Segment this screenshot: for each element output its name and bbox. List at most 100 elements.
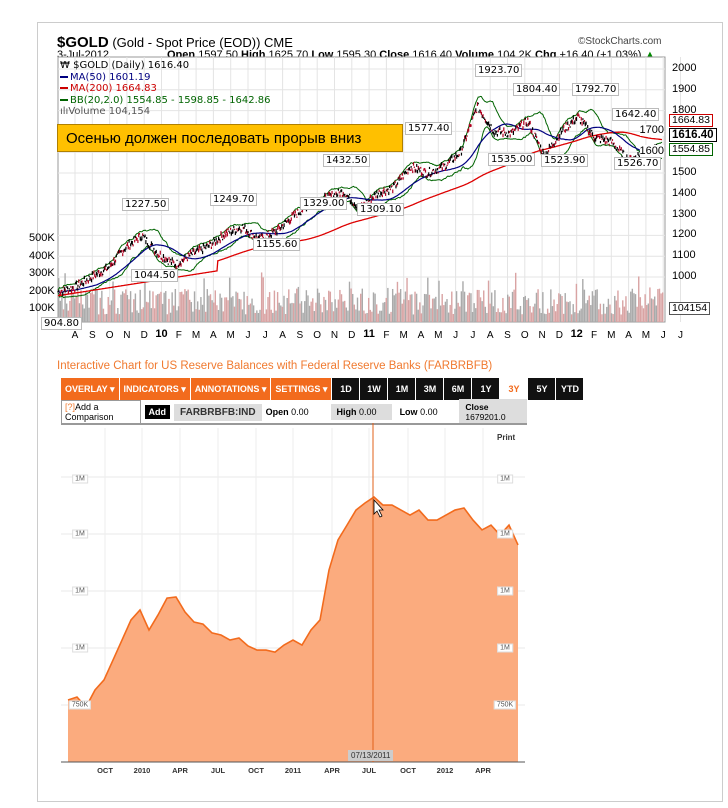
volume-bar [94, 288, 97, 322]
y-tick-label-left: 1M [72, 474, 88, 484]
volume-bar [655, 305, 658, 322]
volume-bar [530, 312, 533, 322]
volume-bar [264, 313, 266, 322]
low-label: Low [399, 407, 418, 417]
volume-bar [649, 287, 651, 322]
range-1y[interactable]: 1Y [472, 378, 500, 400]
help-link[interactable]: [?] [65, 402, 76, 412]
range-6m[interactable]: 6M [444, 378, 472, 400]
volume-bar [345, 307, 348, 322]
volume-bar [182, 294, 185, 322]
volume-bar [593, 295, 595, 322]
volume-bar [431, 298, 434, 322]
volume-bar [550, 289, 552, 322]
volume-bar [145, 301, 148, 322]
indicators-menu[interactable]: INDICATORS ▾ [119, 378, 190, 400]
month-label: O [313, 330, 322, 341]
volume-bar [58, 278, 60, 322]
volume-bar [433, 298, 435, 322]
volume-bar [561, 295, 563, 322]
volume-bar [241, 309, 244, 322]
range-3m[interactable]: 3M [416, 378, 444, 400]
volume-bar [634, 294, 637, 322]
volume-bar [153, 308, 156, 322]
volume-bar [521, 314, 523, 322]
volume-bar [499, 312, 501, 322]
range-1m[interactable]: 1M [388, 378, 416, 400]
price-tick-label: 1700 [639, 124, 664, 137]
settings-menu[interactable]: SETTINGS ▾ [271, 378, 332, 400]
price-tick-label: 1400 [672, 186, 697, 199]
volume-bar [142, 307, 145, 322]
annotations-menu[interactable]: ANNOTATIONS ▾ [190, 378, 271, 400]
volume-bar [252, 305, 255, 322]
volume-bar [305, 290, 308, 322]
add-button[interactable]: Add [144, 405, 171, 419]
volume-bar [495, 311, 498, 322]
month-label: S [504, 330, 511, 341]
volume-tick-label: 200K [29, 284, 55, 297]
line-swatch-icon [60, 98, 68, 101]
range-ytd[interactable]: YTD [556, 378, 584, 400]
volume-bar [455, 291, 458, 322]
x-tick-label: 2010 [133, 766, 151, 775]
volume-bar [344, 300, 346, 322]
volume-bar [228, 277, 231, 322]
volume-bar [133, 299, 135, 322]
volume-bar [205, 311, 207, 322]
callout: 1923.70 [475, 64, 523, 77]
legend-bb-label: BB(20,2.0) 1554.85 - 1598.85 - 1642.86 [70, 94, 271, 106]
volume-bar [511, 291, 514, 322]
volume-bar [574, 312, 576, 322]
price-tick-label: 1500 [672, 166, 697, 178]
volume-bar [460, 291, 463, 322]
volume-bar [248, 304, 250, 322]
month-label: M [191, 330, 201, 341]
volume-bar [86, 294, 89, 322]
volume-bar [281, 306, 284, 322]
volume-bar [123, 293, 125, 322]
print-button[interactable]: Print [497, 433, 516, 442]
volume-bar [81, 304, 84, 322]
volume-bar [366, 312, 368, 322]
chart-toolbar: OVERLAY ▾ INDICATORS ▾ ANNOTATIONS ▾ SET… [61, 378, 584, 400]
overlay-menu[interactable]: OVERLAY ▾ [61, 378, 119, 400]
volume-bar [332, 311, 335, 322]
volume-bar [567, 302, 570, 322]
callout: 1792.70 [572, 83, 620, 96]
candle-icon: ₩ [60, 60, 70, 71]
volume-bar [612, 314, 614, 322]
volume-bar [121, 291, 124, 322]
month-label: A [210, 330, 217, 341]
volume-bar [449, 304, 451, 322]
range-3y[interactable]: 3Y [500, 378, 528, 400]
volume-bar [189, 299, 191, 322]
low-field: Low 0.00 [396, 407, 456, 417]
volume-bar [657, 289, 659, 322]
volume-bar [575, 283, 578, 322]
volume-bar [428, 294, 431, 322]
legend-bb: BB(20,2.0) 1554.85 - 1598.85 - 1642.86 [60, 95, 271, 107]
ma50-line [57, 123, 663, 294]
volume-bar [177, 306, 180, 322]
chart-title: $GOLD (Gold - Spot Price (EOD)) CME [57, 34, 293, 51]
volume-bar [519, 305, 522, 322]
volume-tick-label: 500K [29, 232, 55, 244]
volume-bar [128, 299, 130, 322]
volume-bar [463, 291, 466, 322]
copyright[interactable]: ©StockCharts.com [578, 36, 662, 47]
volume-bar [583, 289, 586, 322]
volume-bar [278, 302, 280, 322]
volume-bar [518, 309, 520, 322]
volume-bar [73, 298, 76, 322]
range-1w[interactable]: 1W [360, 378, 388, 400]
range-5y[interactable]: 5Y [528, 378, 556, 400]
volume-bar [179, 292, 181, 322]
volume-bar [588, 295, 590, 322]
low-value: 0.00 [420, 407, 438, 417]
range-1d[interactable]: 1D [332, 378, 360, 400]
volume-bar [173, 305, 175, 322]
volume-bar [176, 310, 178, 322]
volume-bar [650, 298, 653, 322]
